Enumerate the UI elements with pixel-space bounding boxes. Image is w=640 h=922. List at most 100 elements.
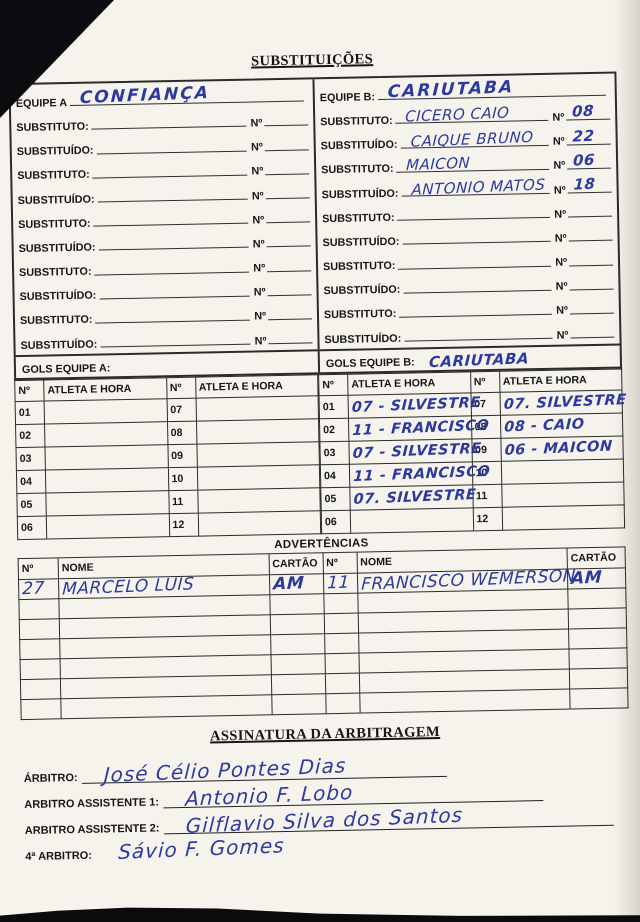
warning-number-field [325,693,360,714]
player-name-field [402,224,551,245]
player-number-field [265,204,311,224]
number-label: Nº [553,184,566,197]
player-number-field [268,325,313,345]
goals-num-header: Nº [14,380,45,402]
substitution-label: SUBSTITUTO: [320,114,393,129]
goal-entry-field [196,418,319,445]
goals-athlete-header: ATLETA E HORA [347,371,471,396]
goals-athlete-header: ATLETA E HORA [195,374,319,399]
goal-number: 06 [321,510,351,534]
goal-entry-field: 11 - FRANCISCO [349,461,491,488]
goal-entry-field [196,441,320,468]
goals-team-b-rows: 01 07 - SILVESTRE 07 07. SILVESTRE 02 11… [319,390,626,534]
goal-entry-field: 07 - SILVESTRE [348,392,481,419]
goals-team-a-header: GOLS EQUIPE A: [16,351,318,378]
goal-number: 02 [15,424,45,448]
handwritten-goal-entry: 06 - MAICON [503,438,613,459]
warning-card-field: AM [268,573,324,595]
warning-number-field [324,673,360,694]
handwritten-player-name: CAIQUE BRUNO [410,127,534,151]
goal-entry-field [501,505,625,531]
warnings-num-header: Nº [322,552,357,574]
player-name-field [94,254,250,276]
warning-card-field [270,653,325,675]
player-number-field [570,319,615,339]
player-number-field [569,271,614,291]
warning-number-field: 27 [18,578,59,600]
goal-row: 06 12 [17,510,321,540]
substitution-label: SUBSTITUÍDO: [320,138,398,153]
scan-edge-shadow [614,0,640,922]
substitution-label: SUBSTITUÍDO: [322,235,400,250]
number-label: Nº [253,286,266,299]
player-name-field [398,248,552,270]
goals-num-header: Nº [470,371,500,393]
goal-entry-field: 07. SILVESTRE [349,484,477,511]
goal-number: 08 [167,421,197,445]
player-number-field [264,156,310,176]
substitution-label: SUBSTITUÍDO: [321,187,399,201]
substitution-label: SUBSTITUÍDO: [324,332,402,346]
number-label: Nº [254,310,267,323]
goal-entry-field: 07. SILVESTRE [499,390,626,416]
player-name-field [95,302,251,324]
player-name-field [403,320,553,342]
team-a-name-field: CONFIANÇA [69,83,304,109]
warning-number-field [19,638,61,660]
number-label: Nº [254,334,267,348]
player-number-field [267,277,312,296]
goal-entry-field [197,487,321,514]
handwritten-player-number: 06 [572,150,596,170]
warning-card-field [568,607,627,630]
player-name-field [403,272,552,294]
player-number-field [264,107,309,127]
player-name-field [397,199,551,221]
player-name-field [99,278,250,300]
goal-number: 12 [168,513,199,537]
warnings-num-header: Nº [18,557,59,580]
goal-entry-field [45,467,169,494]
goals-table-team-b: Nº ATLETA E HORA Nº ATLETA E HORA 01 07 … [318,369,626,535]
warnings-rows: 27 MARCELO LUIS AM 11 FRANCISCO WEMERSON… [18,566,629,720]
warning-card-field [569,687,629,710]
goal-entry-field [197,510,321,537]
player-name-field: MAICON [396,151,550,174]
goal-entry-field [196,464,320,491]
number-label: Nº [555,280,568,293]
signature-label: ÁRBITRO: [23,772,78,786]
substitution-label: SUBSTITUÍDO: [18,241,96,255]
number-label: Nº [553,159,566,173]
player-number-field: 18 [567,174,612,194]
substitution-label: SUBSTITUÍDO: [323,283,401,298]
team-a-handwritten-name: CONFIANÇA [79,83,211,109]
handwritten-signature: Antonio F. Lobo [184,779,354,811]
handwritten-card-code: AM [272,573,305,595]
substitution-label: SUBSTITUÍDO: [16,144,94,159]
goals-team-a-rows: 01 07 02 08 [15,395,321,540]
player-number-field [264,131,309,151]
player-number-field [265,180,310,200]
goal-number: 01 [15,401,45,425]
goal-entry-field [350,507,474,534]
player-name-field [98,229,249,251]
number-label: Nº [253,262,266,275]
warning-card-field [270,673,326,695]
number-label: Nº [556,304,569,318]
substitution-label: SUBSTITUTO: [19,314,93,328]
goals-team-b-header: GOLS EQUIPE B: CARIUTABA [317,345,621,373]
number-label: Nº [250,117,263,130]
warnings-table: Nº NOME CARTÃO Nº NOME CARTÃO 27 MARCELO… [18,546,629,720]
number-label: Nº [251,189,264,203]
substitution-label: SUBSTITUTO: [322,211,395,225]
player-name-field [93,205,249,227]
goal-entry-field: 07 - SILVESTRE [348,438,482,465]
player-number-field: 08 [565,102,611,121]
number-label: Nº [555,256,568,269]
team-a-substitution-rows: SUBSTITUTO: Nº SUBSTITUÍDO: [16,105,313,352]
substitution-label: SUBSTITUTO: [323,308,397,322]
player-name-field [97,181,249,203]
goal-number: 11 [472,484,502,508]
warning-number-field [19,618,60,640]
goal-number: 01 [319,395,349,419]
goals-num-header: Nº [166,377,196,399]
